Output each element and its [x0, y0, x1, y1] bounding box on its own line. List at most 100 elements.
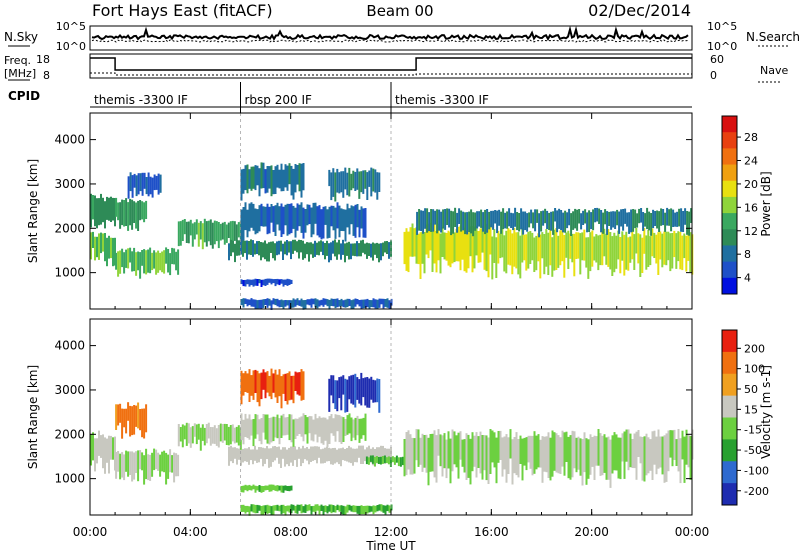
echo-column [322, 298, 325, 307]
echo-column [235, 426, 238, 443]
echo-column [439, 233, 442, 274]
echo-column [298, 372, 301, 396]
echo-column [94, 438, 96, 472]
echo-column [117, 202, 120, 221]
echo-column [668, 209, 671, 226]
echo-column [362, 299, 365, 309]
echo-column [185, 422, 188, 446]
echo-column [496, 210, 499, 234]
echo-column [364, 243, 366, 255]
echo-column [314, 504, 317, 514]
echo-column [300, 369, 303, 401]
echo-column [433, 430, 436, 478]
echo-column [510, 212, 513, 228]
echo-column [278, 505, 281, 512]
echo-column [340, 505, 343, 515]
echo-column [179, 427, 182, 442]
echo-column [258, 241, 260, 256]
echo-column [139, 252, 142, 279]
echo-column [640, 208, 643, 223]
echo-column [553, 432, 556, 471]
echo-column [475, 432, 478, 478]
echo-column [115, 452, 118, 479]
echo-column [110, 435, 112, 460]
echo-column [360, 445, 362, 464]
echo-column [340, 416, 343, 444]
echo-column [360, 505, 363, 515]
echo-column [318, 300, 321, 307]
echo-column [523, 234, 526, 261]
echo-region [491, 227, 694, 280]
echo-column [571, 430, 574, 478]
echo-column [350, 505, 353, 512]
echo-column [145, 404, 148, 433]
echo-column [147, 172, 150, 197]
echo-column [104, 233, 106, 262]
echo-column [155, 175, 158, 190]
colorbar-segment [722, 330, 737, 353]
echo-column [278, 279, 281, 286]
echo-column [334, 298, 337, 309]
echo-column [98, 430, 100, 456]
echo-column [306, 417, 309, 444]
echo-column [330, 242, 332, 261]
echo-column [96, 236, 98, 258]
velocity-data-layer [90, 319, 694, 516]
echo-column [282, 504, 285, 514]
echo-column [177, 249, 180, 275]
echo-column [298, 417, 301, 434]
echo-column [290, 485, 293, 491]
echo-column [256, 370, 259, 403]
echo-column [535, 235, 538, 271]
echo-column [515, 432, 518, 476]
x-axis-title: Time UT [365, 539, 416, 553]
echo-column [278, 300, 281, 308]
echo-column [262, 242, 264, 258]
echo-column [528, 212, 531, 228]
echo-column [123, 200, 126, 227]
echo-column [197, 222, 200, 247]
echo-column [379, 456, 382, 465]
echo-column [324, 206, 327, 225]
echo-column [256, 165, 259, 186]
colorbar-tick-label: -200 [744, 485, 769, 498]
echo-column [149, 454, 152, 481]
echo-column [623, 234, 626, 276]
echo-column [300, 504, 303, 514]
echo-column [310, 446, 312, 462]
echo-column [135, 405, 138, 427]
echo-column [352, 206, 355, 236]
echo-column [234, 447, 236, 459]
echo-column [578, 209, 581, 224]
echo-column [240, 279, 243, 285]
echo-column [300, 202, 303, 233]
echo-column [370, 243, 372, 258]
echo-column [350, 447, 352, 464]
echo-column [407, 231, 410, 273]
echo-column [112, 237, 114, 267]
nsearch-line [91, 39, 689, 43]
echo-column [613, 432, 616, 471]
echo-column [296, 372, 299, 395]
echo-column [284, 279, 287, 285]
echo-column [274, 505, 277, 511]
echo-column [324, 243, 326, 260]
echo-column [576, 209, 579, 231]
echo-column [225, 424, 228, 445]
echo-column [286, 373, 289, 405]
echo-column [664, 212, 667, 232]
echo-column [143, 455, 146, 485]
echo-column [244, 279, 247, 287]
echo-column [376, 242, 378, 259]
echo-column [364, 449, 366, 462]
cpid-segment-label: themis -3300 IF [395, 93, 489, 107]
echo-column [298, 163, 301, 192]
echo-column [252, 419, 255, 447]
echo-column [90, 232, 92, 260]
echo-column [617, 230, 620, 260]
echo-column [585, 438, 588, 485]
echo-column [378, 243, 380, 263]
echo-column [191, 426, 194, 444]
echo-column [282, 413, 285, 436]
echo-column [366, 172, 369, 200]
